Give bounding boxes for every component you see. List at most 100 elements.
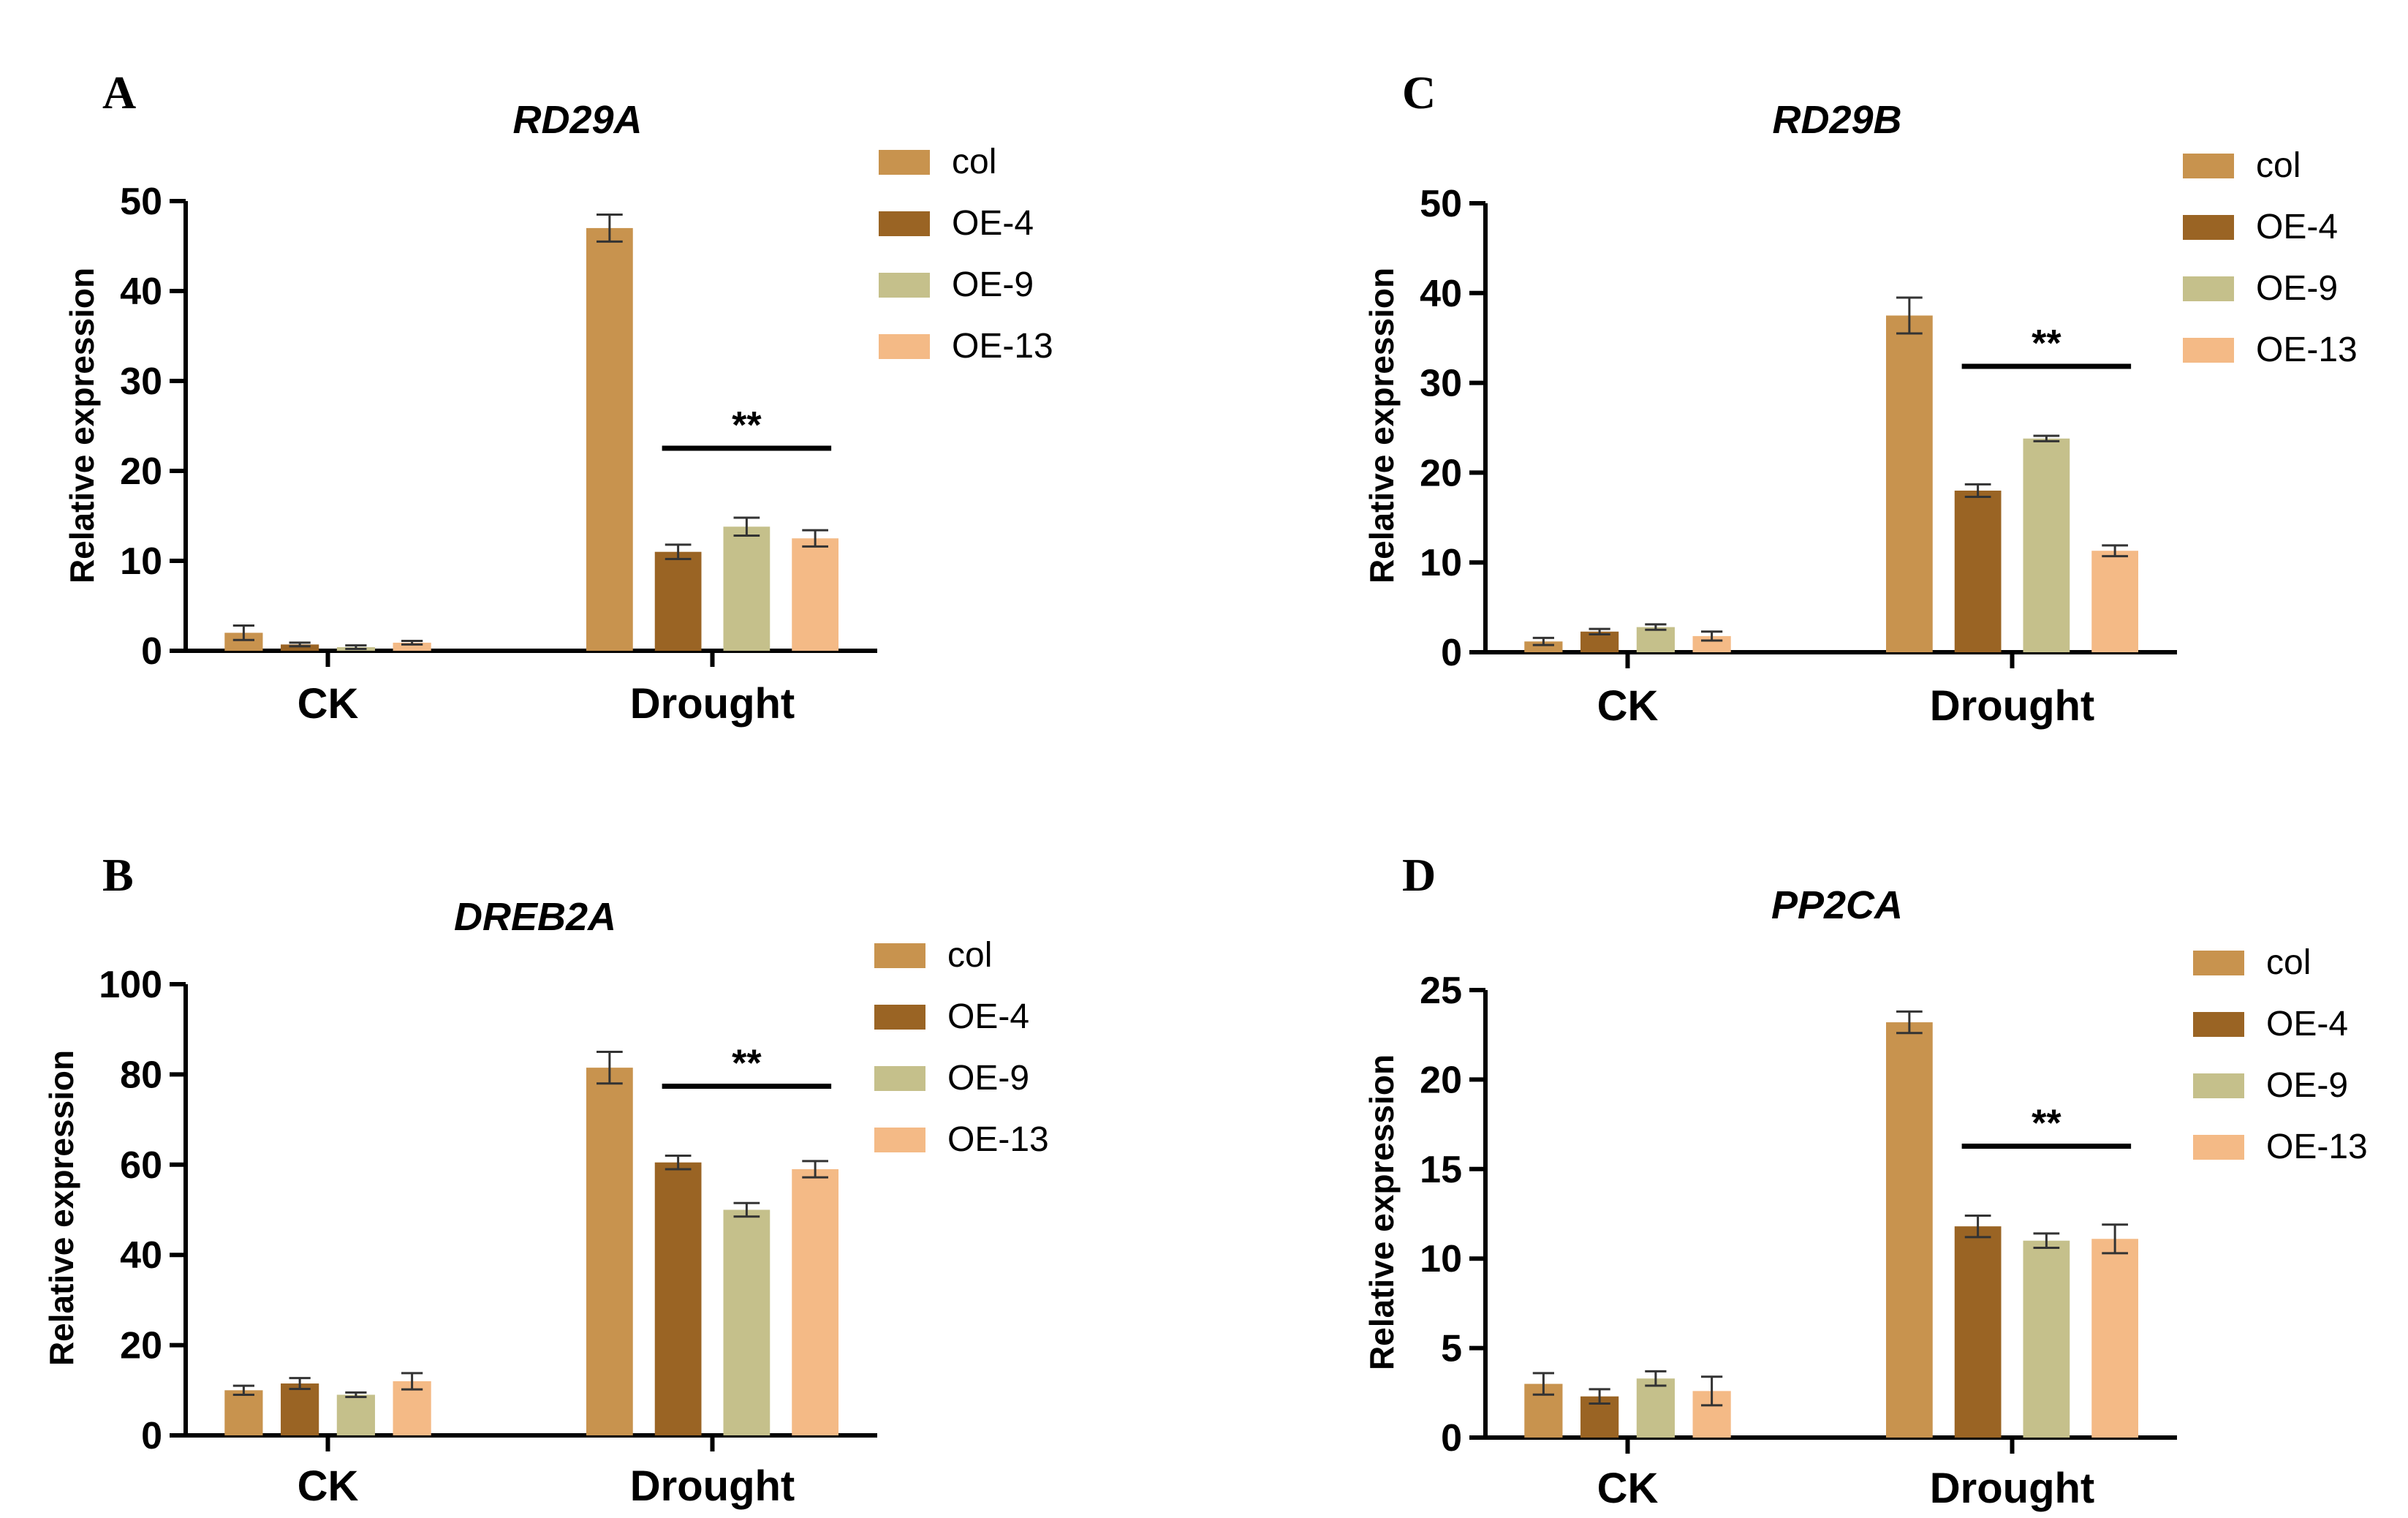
bar xyxy=(2023,438,2070,652)
legend-label: OE-4 xyxy=(2266,1005,2348,1043)
legend-label: OE-4 xyxy=(2256,208,2338,246)
significance-label: ** xyxy=(732,404,762,447)
legend-label: OE-9 xyxy=(947,1059,1029,1098)
legend-label: col xyxy=(2266,943,2311,982)
bar xyxy=(281,644,319,651)
bar xyxy=(723,1209,771,1435)
legend-label: OE-13 xyxy=(2266,1128,2368,1166)
y-tick-label: 80 xyxy=(120,1054,162,1096)
significance-label: ** xyxy=(2032,322,2061,365)
y-tick-label: 50 xyxy=(120,181,162,223)
bar xyxy=(2091,551,2138,652)
y-tick-label: 40 xyxy=(1420,273,1462,315)
legend-label: OE-13 xyxy=(947,1120,1049,1159)
x-category-label: Drought xyxy=(630,680,795,728)
panel-B: B DREB2A Relative expression 0 20 40 60 80 100 CK… xyxy=(42,849,1049,1510)
bar xyxy=(586,227,633,651)
bar xyxy=(1954,490,2002,652)
bar xyxy=(1886,315,1933,652)
legend-label: col xyxy=(947,936,992,975)
legend-label: col xyxy=(952,143,996,181)
y-tick-label: 15 xyxy=(1420,1149,1462,1191)
legend-swatch xyxy=(2183,154,2234,178)
bar xyxy=(336,1394,375,1435)
legend-swatch xyxy=(879,334,930,359)
legend-swatch xyxy=(2193,951,2244,975)
bar xyxy=(1886,1022,1933,1438)
y-axis-label: Relative expression xyxy=(63,268,101,584)
x-category-label: CK xyxy=(298,1462,359,1510)
legend-label: col xyxy=(2256,146,2301,185)
bar xyxy=(792,1168,838,1435)
bar xyxy=(654,1162,702,1435)
bar xyxy=(1954,1226,2002,1438)
bar xyxy=(1636,627,1675,652)
x-category-label: Drought xyxy=(1930,1465,2095,1512)
bar xyxy=(654,551,702,651)
chart-title: PP2CA xyxy=(1771,883,1903,927)
panel-A: A RD29A Relative expression 0 10 20 30 40 50 CK Dr… xyxy=(63,67,1053,728)
panel-D: D PP2CA Relative expression 0 5 10 15 20 25 CK Dro… xyxy=(1363,849,2368,1512)
legend-swatch xyxy=(879,211,930,236)
y-tick-label: 40 xyxy=(120,271,162,313)
bar xyxy=(224,1390,263,1435)
legend-label: OE-9 xyxy=(2266,1066,2348,1105)
x-category-label: CK xyxy=(298,680,359,728)
chart-title: DREB2A xyxy=(454,895,616,939)
y-tick-label: 5 xyxy=(1441,1328,1462,1370)
y-tick-label: 40 xyxy=(120,1234,162,1277)
y-tick-label: 20 xyxy=(120,450,162,493)
bar xyxy=(281,1383,319,1435)
y-tick-label: 20 xyxy=(120,1325,162,1367)
legend-swatch xyxy=(2193,1073,2244,1098)
x-category-label: CK xyxy=(1597,1465,1659,1512)
chart-title: RD29B xyxy=(1772,98,1901,142)
y-axis-label: Relative expression xyxy=(1363,268,1401,584)
significance-label: ** xyxy=(732,1042,762,1084)
y-tick-label: 30 xyxy=(120,360,162,403)
bar xyxy=(792,538,838,651)
x-category-label: Drought xyxy=(1930,682,2095,730)
legend-label: OE-4 xyxy=(947,997,1029,1036)
panel-C: C RD29B Relative expression 0 10 20 30 40 50 CK Dr… xyxy=(1363,67,2358,730)
legend-swatch xyxy=(874,943,925,968)
bar xyxy=(1636,1378,1675,1438)
y-tick-label: 0 xyxy=(1441,1417,1462,1460)
x-category-label: Drought xyxy=(630,1462,795,1510)
bar xyxy=(586,1068,633,1435)
y-tick-label: 10 xyxy=(1420,1238,1462,1280)
legend-label: OE-13 xyxy=(952,327,1053,366)
legend-swatch xyxy=(2183,338,2234,363)
bar xyxy=(723,526,771,651)
panel-letter: D xyxy=(1402,849,1436,901)
y-tick-label: 50 xyxy=(1420,183,1462,225)
legend-swatch xyxy=(874,1066,925,1091)
legend-swatch xyxy=(2193,1012,2244,1037)
y-axis-label: Relative expression xyxy=(42,1050,80,1366)
x-category-label: CK xyxy=(1597,682,1659,730)
y-tick-label: 0 xyxy=(1441,632,1462,674)
panel-letter: A xyxy=(102,67,136,118)
y-tick-label: 20 xyxy=(1420,1059,1462,1101)
chart-title: RD29A xyxy=(512,98,642,142)
panel-letter: C xyxy=(1402,67,1436,118)
legend-swatch xyxy=(879,150,930,175)
y-tick-label: 0 xyxy=(141,630,162,673)
bar xyxy=(2023,1240,2070,1438)
legend-swatch xyxy=(2183,215,2234,240)
legend-swatch xyxy=(874,1128,925,1152)
legend-swatch xyxy=(879,273,930,298)
legend-label: OE-4 xyxy=(952,204,1034,243)
y-tick-label: 30 xyxy=(1420,363,1462,405)
significance-label: ** xyxy=(2032,1102,2061,1144)
panel-letter: B xyxy=(102,849,134,901)
y-tick-label: 60 xyxy=(120,1144,162,1187)
bar xyxy=(2091,1239,2138,1438)
y-tick-label: 25 xyxy=(1420,970,1462,1012)
y-tick-label: 10 xyxy=(120,540,162,583)
legend-swatch xyxy=(874,1005,925,1030)
legend-label: OE-9 xyxy=(952,265,1034,304)
bar xyxy=(393,642,431,651)
y-tick-label: 20 xyxy=(1420,452,1462,494)
legend-swatch xyxy=(2193,1135,2244,1160)
